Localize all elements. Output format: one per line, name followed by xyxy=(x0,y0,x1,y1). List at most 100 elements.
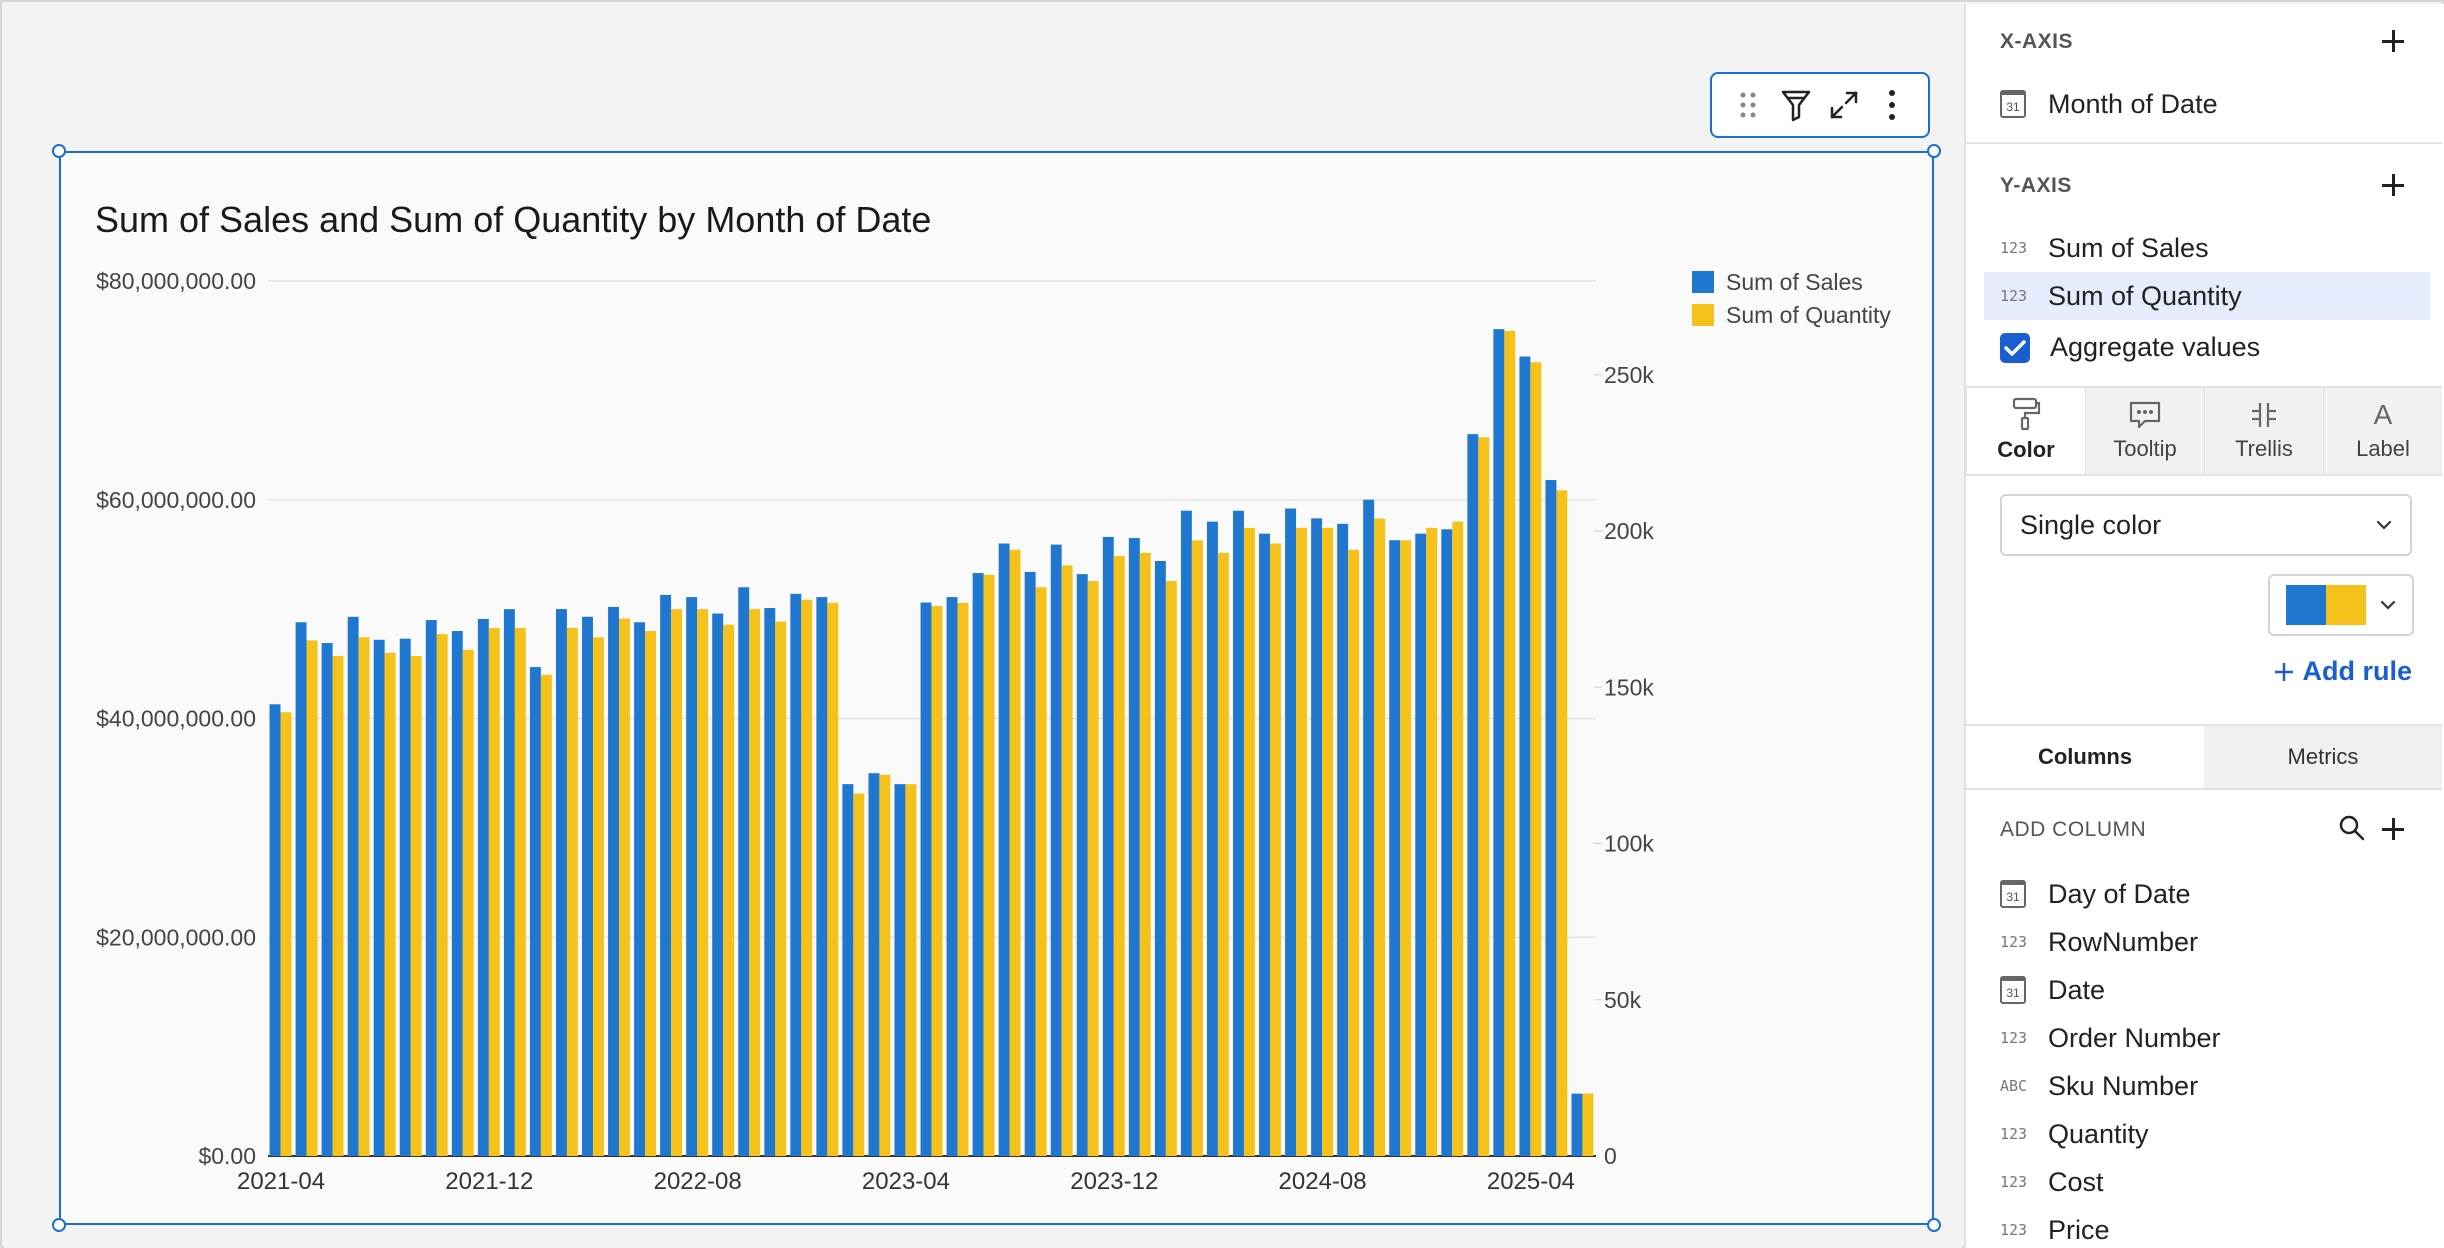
trellis-icon xyxy=(2252,403,2276,427)
bar-sum-of-quantity xyxy=(358,637,370,1156)
y-axis-field-sum-of-quantity[interactable]: 123 Sum of Quantity xyxy=(1984,272,2430,320)
bar-sum-of-quantity xyxy=(1243,527,1255,1156)
field-label: Sum of Sales xyxy=(2048,232,2209,263)
number-type-icon: 123 xyxy=(2000,287,2028,305)
bar-sum-of-quantity xyxy=(1061,565,1073,1156)
bar-sum-of-quantity xyxy=(1582,1093,1594,1156)
drag-handle-icon[interactable] xyxy=(1728,85,1768,125)
column-item[interactable]: 123 Cost xyxy=(1984,1158,2430,1206)
column-label: Price xyxy=(2048,1214,2110,1245)
color-mode-value: Single color xyxy=(2020,509,2162,540)
bar-sum-of-quantity xyxy=(1556,490,1568,1156)
column-item[interactable]: 123 RowNumber xyxy=(1984,918,2430,966)
expand-icon[interactable] xyxy=(1824,85,1864,125)
resize-handle-top-left[interactable] xyxy=(52,144,66,158)
resize-handle-top-right[interactable] xyxy=(1927,144,1941,158)
resize-handle-bottom-left[interactable] xyxy=(52,1218,66,1232)
element-toolbar xyxy=(1710,72,1930,138)
column-item[interactable]: 123 Price xyxy=(1984,1206,2430,1248)
color-mode-select[interactable]: Single color xyxy=(2000,494,2412,556)
column-item[interactable]: ABC Sku Number xyxy=(1984,1062,2430,1110)
tab-color[interactable]: Color xyxy=(1966,388,2085,474)
bar-sum-of-sales xyxy=(451,631,463,1156)
bar-sum-of-sales xyxy=(1206,521,1218,1156)
tab-trellis[interactable]: Trellis xyxy=(2204,388,2323,474)
bar-sum-of-quantity xyxy=(749,609,761,1156)
tab-label-settings[interactable]: A Label xyxy=(2323,388,2442,474)
y-axis-tick-label: $40,000,000.00 xyxy=(96,706,256,732)
checkbox-checked-icon[interactable] xyxy=(2000,332,2030,363)
x-axis-field-month-of-date[interactable]: 31 Month of Date xyxy=(1984,80,2430,128)
column-item[interactable]: 123 Quantity xyxy=(1984,1110,2430,1158)
more-options-icon[interactable] xyxy=(1872,85,1912,125)
y2-axis-tick-label: 200k xyxy=(1604,518,1654,544)
add-column-icon[interactable] xyxy=(2380,816,2406,842)
bars xyxy=(269,329,1594,1156)
resize-handle-bottom-right[interactable] xyxy=(1927,1218,1941,1232)
y-axis-heading: Y-AXIS xyxy=(2000,174,2072,197)
tab-label: Label xyxy=(2356,436,2410,461)
bar-sum-of-sales xyxy=(894,784,906,1156)
y2-axis-tick-label: 150k xyxy=(1604,674,1654,700)
bar-sum-of-quantity xyxy=(514,627,526,1156)
color-swatch-picker[interactable] xyxy=(2268,574,2414,636)
bar-sum-of-sales xyxy=(1128,538,1140,1156)
tooltip-icon xyxy=(2129,401,2161,429)
bar-sum-of-sales xyxy=(1311,518,1323,1156)
y2-axis-tick-label: 250k xyxy=(1604,362,1654,388)
bar-sum-of-quantity xyxy=(1165,581,1177,1156)
column-item[interactable]: 31 Day of Date xyxy=(1984,870,2430,918)
bar-sum-of-sales xyxy=(712,613,724,1156)
x-axis-tick-label: 2021-12 xyxy=(445,1168,533,1195)
x-axis-heading: X-AXIS xyxy=(2000,30,2074,53)
legend-swatch xyxy=(1692,304,1714,326)
bar-sum-of-sales xyxy=(764,608,776,1156)
bar-sum-of-sales xyxy=(1076,574,1088,1156)
add-x-axis-icon[interactable] xyxy=(2380,28,2406,54)
tab-label: Color xyxy=(1997,437,2055,462)
tab-tooltip[interactable]: Tooltip xyxy=(2085,388,2204,474)
tab-columns[interactable]: Columns xyxy=(1966,726,2204,788)
bar-sum-of-sales xyxy=(1571,1093,1583,1156)
column-label: Day of Date xyxy=(2048,878,2191,909)
columns-metrics-tabs: Columns Metrics xyxy=(1966,724,2442,790)
aggregate-values-checkbox[interactable]: Aggregate values xyxy=(2000,332,2260,363)
bar-sum-of-sales xyxy=(816,597,828,1156)
search-icon[interactable] xyxy=(2338,814,2366,842)
divider xyxy=(1966,142,2442,144)
workbook-canvas: Sum of Sales and Sum of Quantity by Mont… xyxy=(4,4,1962,1248)
bar-sum-of-sales xyxy=(503,609,515,1156)
format-tabs: Color Tooltip Trellis A Label xyxy=(1966,386,2442,476)
bar-sum-of-sales xyxy=(1050,544,1062,1156)
bar-sum-of-quantity xyxy=(332,656,344,1156)
bar-sum-of-quantity xyxy=(1035,587,1047,1156)
column-item[interactable]: 123 Order Number xyxy=(1984,1014,2430,1062)
bar-sum-of-sales xyxy=(1154,561,1166,1156)
color-swatch-yellow xyxy=(2326,585,2366,625)
bar-sum-of-quantity xyxy=(436,634,448,1156)
field-label: Month of Date xyxy=(2048,88,2218,119)
chart-widget[interactable]: Sum of Sales and Sum of Quantity by Mont… xyxy=(52,144,1941,1232)
bar-sum-of-sales xyxy=(295,622,307,1156)
bar-sum-of-quantity xyxy=(879,774,891,1156)
bar-sum-of-sales xyxy=(1337,523,1349,1156)
y-axis-field-sum-of-sales[interactable]: 123 Sum of Sales xyxy=(1984,224,2430,272)
tab-label: Trellis xyxy=(2235,436,2293,461)
chevron-down-icon xyxy=(2380,600,2396,610)
number-type-icon: 123 xyxy=(2000,1125,2028,1143)
filter-icon[interactable] xyxy=(1776,85,1816,125)
tab-metrics[interactable]: Metrics xyxy=(2204,726,2442,788)
bar-sum-of-quantity xyxy=(566,627,578,1156)
column-item[interactable]: 31 Date xyxy=(1984,966,2430,1014)
bar-sum-of-sales xyxy=(1389,540,1401,1156)
bar-sum-of-quantity xyxy=(1009,549,1021,1156)
bar-sum-of-sales xyxy=(686,597,698,1156)
legend-label: Sum of Sales xyxy=(1726,269,1863,295)
bar-sum-of-sales xyxy=(660,594,672,1156)
add-rule-button[interactable]: Add rule xyxy=(2274,656,2412,687)
add-y-axis-icon[interactable] xyxy=(2380,172,2406,198)
bar-sum-of-sales xyxy=(842,784,854,1156)
x-axis-tick-label: 2023-04 xyxy=(862,1168,950,1195)
bar-sum-of-quantity xyxy=(592,637,604,1156)
bar-sum-of-quantity xyxy=(1296,527,1307,1156)
